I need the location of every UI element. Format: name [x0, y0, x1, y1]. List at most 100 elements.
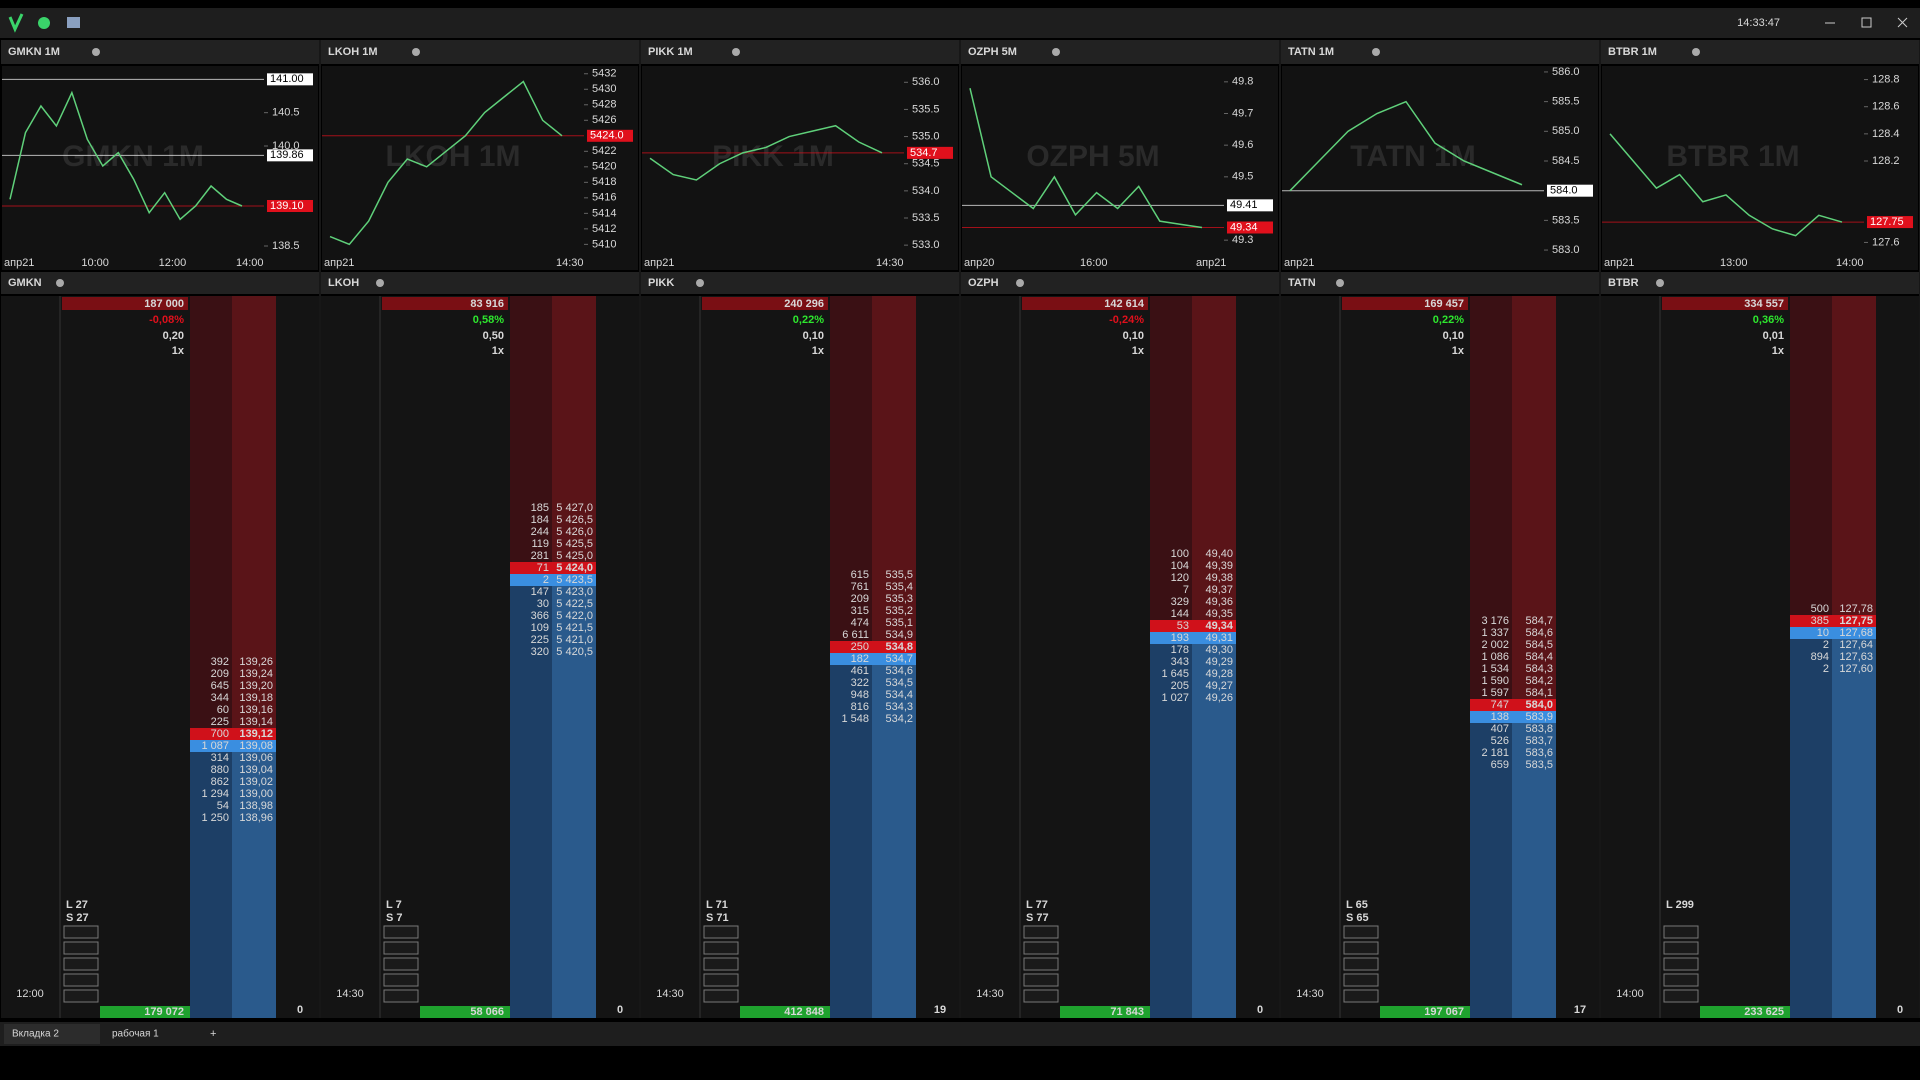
ask-volume[interactable]: 747	[1491, 699, 1509, 711]
ask-price[interactable]: 535,1	[885, 617, 913, 629]
order-slot[interactable]	[1023, 957, 1059, 971]
bid-volume[interactable]: 147	[531, 586, 549, 598]
chart-title[interactable]: LKOH 1M	[328, 46, 378, 58]
bid-price[interactable]: 127,68	[1839, 627, 1873, 639]
ask-volume[interactable]: 500	[1811, 603, 1829, 615]
close-icon[interactable]	[1016, 279, 1024, 287]
order-slot[interactable]	[1343, 941, 1379, 955]
ask-price[interactable]: 584,4	[1525, 651, 1553, 663]
bid-price[interactable]: 5 423,5	[556, 574, 593, 586]
book-title[interactable]: GMKN	[8, 277, 42, 289]
ask-volume[interactable]: 1 590	[1481, 675, 1509, 687]
order-slot[interactable]	[383, 957, 419, 971]
ask-volume[interactable]: 144	[1171, 608, 1189, 620]
ask-volume[interactable]: 60	[217, 704, 229, 716]
order-slot[interactable]	[1343, 925, 1379, 939]
bid-price[interactable]: 583,5	[1525, 759, 1553, 771]
maximize[interactable]	[1861, 17, 1872, 28]
bid-volume[interactable]: 1 294	[201, 788, 229, 800]
order-slot[interactable]	[1663, 973, 1699, 987]
ask-volume[interactable]: 53	[1177, 620, 1189, 632]
ask-volume[interactable]: 645	[211, 680, 229, 692]
bid-price[interactable]: 49,30	[1205, 644, 1233, 656]
book-title[interactable]: OZPH	[968, 277, 999, 289]
close-icon[interactable]	[696, 279, 704, 287]
close-icon[interactable]	[732, 48, 740, 56]
order-slot[interactable]	[703, 925, 739, 939]
add-tab[interactable]: +	[210, 1028, 216, 1040]
close-icon[interactable]	[1052, 48, 1060, 56]
bid-price[interactable]: 138,96	[239, 812, 273, 824]
chart-title[interactable]: OZPH 5M	[968, 46, 1017, 58]
bid-volume[interactable]: 880	[211, 764, 229, 776]
ask-volume[interactable]: 71	[537, 562, 549, 574]
ask-price[interactable]: 584,2	[1525, 675, 1553, 687]
ask-volume[interactable]: 1 597	[1481, 687, 1509, 699]
ask-volume[interactable]: 1 337	[1481, 627, 1509, 639]
bid-price[interactable]: 534,5	[885, 677, 913, 689]
ask-price[interactable]: 5 427,0	[556, 502, 593, 514]
bid-price[interactable]: 583,7	[1525, 735, 1553, 747]
order-slot[interactable]	[383, 925, 419, 939]
bid-volume[interactable]: 109	[531, 622, 549, 634]
tab[interactable]	[104, 1024, 200, 1044]
ask-price[interactable]: 49,36	[1205, 596, 1233, 608]
ask-volume[interactable]: 615	[851, 569, 869, 581]
bid-volume[interactable]: 320	[531, 646, 549, 658]
ask-price[interactable]: 49,38	[1205, 572, 1233, 584]
ask-volume[interactable]: 281	[531, 550, 549, 562]
chart-title[interactable]: BTBR 1M	[1608, 46, 1657, 58]
ask-volume[interactable]: 7	[1183, 584, 1189, 596]
bid-price[interactable]: 534,3	[885, 701, 913, 713]
bid-volume[interactable]: 366	[531, 610, 549, 622]
bid-price[interactable]: 583,6	[1525, 747, 1553, 759]
ask-price[interactable]: 584,1	[1525, 687, 1553, 699]
bid-volume[interactable]: 54	[217, 800, 229, 812]
bid-price[interactable]: 534,4	[885, 689, 913, 701]
bid-price[interactable]: 138,98	[239, 800, 273, 812]
order-slot[interactable]	[1023, 941, 1059, 955]
order-slot[interactable]	[703, 989, 739, 1003]
bid-volume[interactable]: 225	[531, 634, 549, 646]
close-icon[interactable]	[56, 279, 64, 287]
ask-volume[interactable]: 474	[851, 617, 869, 629]
ask-price[interactable]: 139,16	[239, 704, 273, 716]
bid-price[interactable]: 127,64	[1839, 639, 1873, 651]
order-slot[interactable]	[703, 957, 739, 971]
bid-volume[interactable]: 2	[543, 574, 549, 586]
close[interactable]	[1897, 17, 1908, 28]
ask-price[interactable]: 534,8	[885, 641, 913, 653]
ask-price[interactable]: 5 426,5	[556, 514, 593, 526]
ask-volume[interactable]: 2 002	[1481, 639, 1509, 651]
ask-price[interactable]: 139,14	[239, 716, 273, 728]
close-icon[interactable]	[1336, 279, 1344, 287]
bid-volume[interactable]: 2	[1823, 663, 1829, 675]
bid-price[interactable]: 5 422,0	[556, 610, 593, 622]
order-slot[interactable]	[63, 925, 99, 939]
ask-price[interactable]: 535,5	[885, 569, 913, 581]
ask-price[interactable]: 49,34	[1205, 620, 1233, 632]
bid-volume[interactable]: 30	[537, 598, 549, 610]
bid-volume[interactable]: 659	[1491, 759, 1509, 771]
order-slot[interactable]	[703, 941, 739, 955]
bid-price[interactable]: 534,6	[885, 665, 913, 677]
bid-volume[interactable]: 816	[851, 701, 869, 713]
order-slot[interactable]	[1343, 973, 1379, 987]
bid-volume[interactable]: 205	[1171, 680, 1189, 692]
ask-volume[interactable]: 119	[531, 538, 549, 550]
ask-volume[interactable]: 344	[211, 692, 229, 704]
ask-price[interactable]: 49,35	[1205, 608, 1233, 620]
ask-volume[interactable]: 209	[851, 593, 869, 605]
bid-volume[interactable]: 526	[1491, 735, 1509, 747]
ask-price[interactable]: 139,26	[239, 656, 273, 668]
order-slot[interactable]	[383, 941, 419, 955]
ask-price[interactable]: 49,40	[1205, 548, 1233, 560]
ask-volume[interactable]: 104	[1171, 560, 1189, 572]
bid-price[interactable]: 5 422,5	[556, 598, 593, 610]
bid-volume[interactable]: 894	[1811, 651, 1829, 663]
ask-volume[interactable]: 392	[211, 656, 229, 668]
ask-price[interactable]: 5 424,0	[556, 562, 593, 574]
ask-volume[interactable]: 1 534	[1481, 663, 1509, 675]
bid-price[interactable]: 127,60	[1839, 663, 1873, 675]
ask-volume[interactable]: 120	[1171, 572, 1189, 584]
